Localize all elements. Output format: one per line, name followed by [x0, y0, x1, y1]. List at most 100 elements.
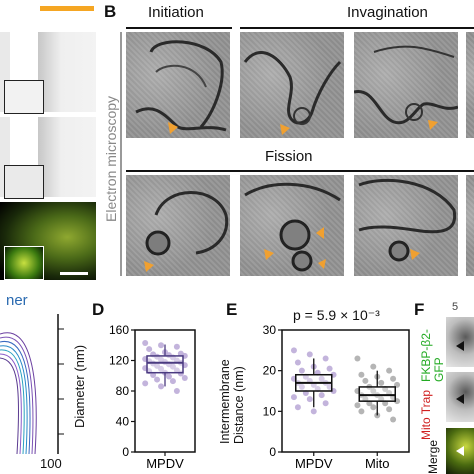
em-side-rule — [120, 32, 122, 276]
box — [146, 355, 184, 374]
plot-frame — [281, 329, 410, 453]
data-point — [294, 404, 301, 411]
y-tick-label: 10 — [263, 404, 277, 418]
invagination-bar — [240, 27, 474, 29]
data-point — [370, 404, 377, 411]
em-image-initiation — [126, 32, 230, 138]
data-point — [158, 342, 165, 349]
panel-c-partial-label: ner — [6, 292, 28, 309]
data-point — [322, 355, 329, 362]
data-point — [390, 375, 397, 382]
data-point — [290, 347, 297, 354]
panel-b-letter: B — [104, 2, 117, 21]
panel-c-plot — [0, 314, 66, 455]
em-image-fission-3 — [354, 175, 458, 276]
micrograph-gray-2 — [38, 32, 96, 112]
data-point — [158, 365, 165, 372]
data-point — [146, 346, 153, 353]
em-image-fission-4 — [466, 175, 474, 276]
data-point — [390, 416, 397, 423]
y-tick-label: 0 — [122, 445, 129, 459]
data-point — [386, 406, 393, 413]
data-point — [306, 351, 313, 358]
data-point — [386, 367, 393, 374]
data-point — [169, 363, 176, 370]
x-category-label: MPDV — [295, 456, 333, 471]
panel-d-ylabel: Diameter (nm) — [72, 344, 87, 428]
y-tick-label: 120 — [109, 354, 129, 368]
em-image-invagination-3 — [466, 32, 474, 138]
stage-invagination: Invagination — [347, 4, 428, 21]
data-point — [173, 343, 180, 350]
em-image-invagination-1 — [240, 32, 344, 138]
data-point — [326, 365, 333, 372]
y-tick-label: 40 — [116, 415, 130, 429]
data-point — [181, 375, 188, 382]
data-point — [142, 339, 149, 346]
arrowhead-icon — [456, 446, 464, 456]
arrowhead-icon — [456, 341, 464, 351]
data-point — [310, 408, 317, 415]
box — [358, 386, 396, 402]
panel-f-top-partial: 5 — [452, 301, 459, 313]
merge-inset — [4, 246, 44, 280]
data-point — [358, 371, 365, 378]
stage-initiation: Initiation — [148, 4, 204, 21]
em-image-invagination-2 — [354, 32, 458, 138]
panel-c-xtick: 100 — [40, 456, 62, 471]
panel-f-letter: F — [414, 300, 425, 319]
data-point — [173, 388, 180, 394]
panel-e-ylabel: Intermembrane Distance (nm) — [218, 359, 246, 444]
em-image-fission-2 — [240, 175, 344, 276]
scale-bar — [60, 272, 88, 275]
data-point — [142, 380, 149, 387]
y-tick-label: 160 — [109, 323, 129, 337]
x-category-label: Mito — [365, 456, 390, 471]
data-point — [158, 383, 165, 390]
data-point — [362, 377, 369, 384]
inset-box — [4, 80, 44, 114]
panel-a-remnant — [0, 0, 96, 285]
accent-bar — [40, 6, 94, 11]
micrograph-gray-3 — [0, 117, 10, 197]
em-side-label: Electron microscopy — [103, 95, 119, 222]
data-point — [294, 359, 301, 366]
inset-box — [4, 165, 44, 199]
panel-f-image-2 — [446, 372, 474, 422]
fission-bar — [126, 170, 474, 172]
panel-d-letter: D — [92, 300, 105, 319]
data-point — [354, 402, 361, 409]
micrograph-gray-4 — [38, 117, 96, 197]
data-point — [378, 379, 385, 386]
y-tick-label: 0 — [269, 445, 276, 459]
data-point — [358, 408, 365, 415]
panel-f-image-3 — [446, 428, 474, 474]
data-point — [290, 394, 297, 401]
arrowhead-icon — [456, 394, 464, 404]
panel-f-image-1 — [446, 317, 474, 367]
y-tick-label: 20 — [263, 364, 277, 378]
data-point — [370, 363, 377, 370]
data-point — [298, 383, 305, 390]
data-point — [306, 396, 313, 403]
data-point — [354, 355, 361, 362]
panel-f-row1-label: FKBP-β2-GFP — [419, 329, 446, 382]
panel-e-letter: E — [226, 300, 238, 319]
data-point — [165, 373, 172, 380]
x-category-label: MPDV — [146, 456, 184, 471]
micrograph-gray-1 — [0, 32, 10, 112]
data-point — [298, 367, 305, 374]
y-tick-label: 80 — [116, 384, 130, 398]
panel-e-chart: 0 10 20 30 MPDV Mito — [263, 323, 410, 471]
data-point — [169, 378, 176, 385]
data-point — [318, 392, 325, 399]
panel-f-row3-label: Merge — [426, 439, 440, 474]
panel-e-annotation: p = 5.9 × 10⁻³ — [293, 307, 380, 323]
data-point — [318, 375, 325, 382]
data-point — [154, 376, 161, 383]
data-point — [370, 388, 377, 394]
y-tick-label: 30 — [263, 323, 277, 337]
panel-f-row2-label: Mito Trap — [419, 389, 433, 440]
stage-fission: Fission — [265, 148, 313, 165]
data-point — [150, 371, 157, 378]
